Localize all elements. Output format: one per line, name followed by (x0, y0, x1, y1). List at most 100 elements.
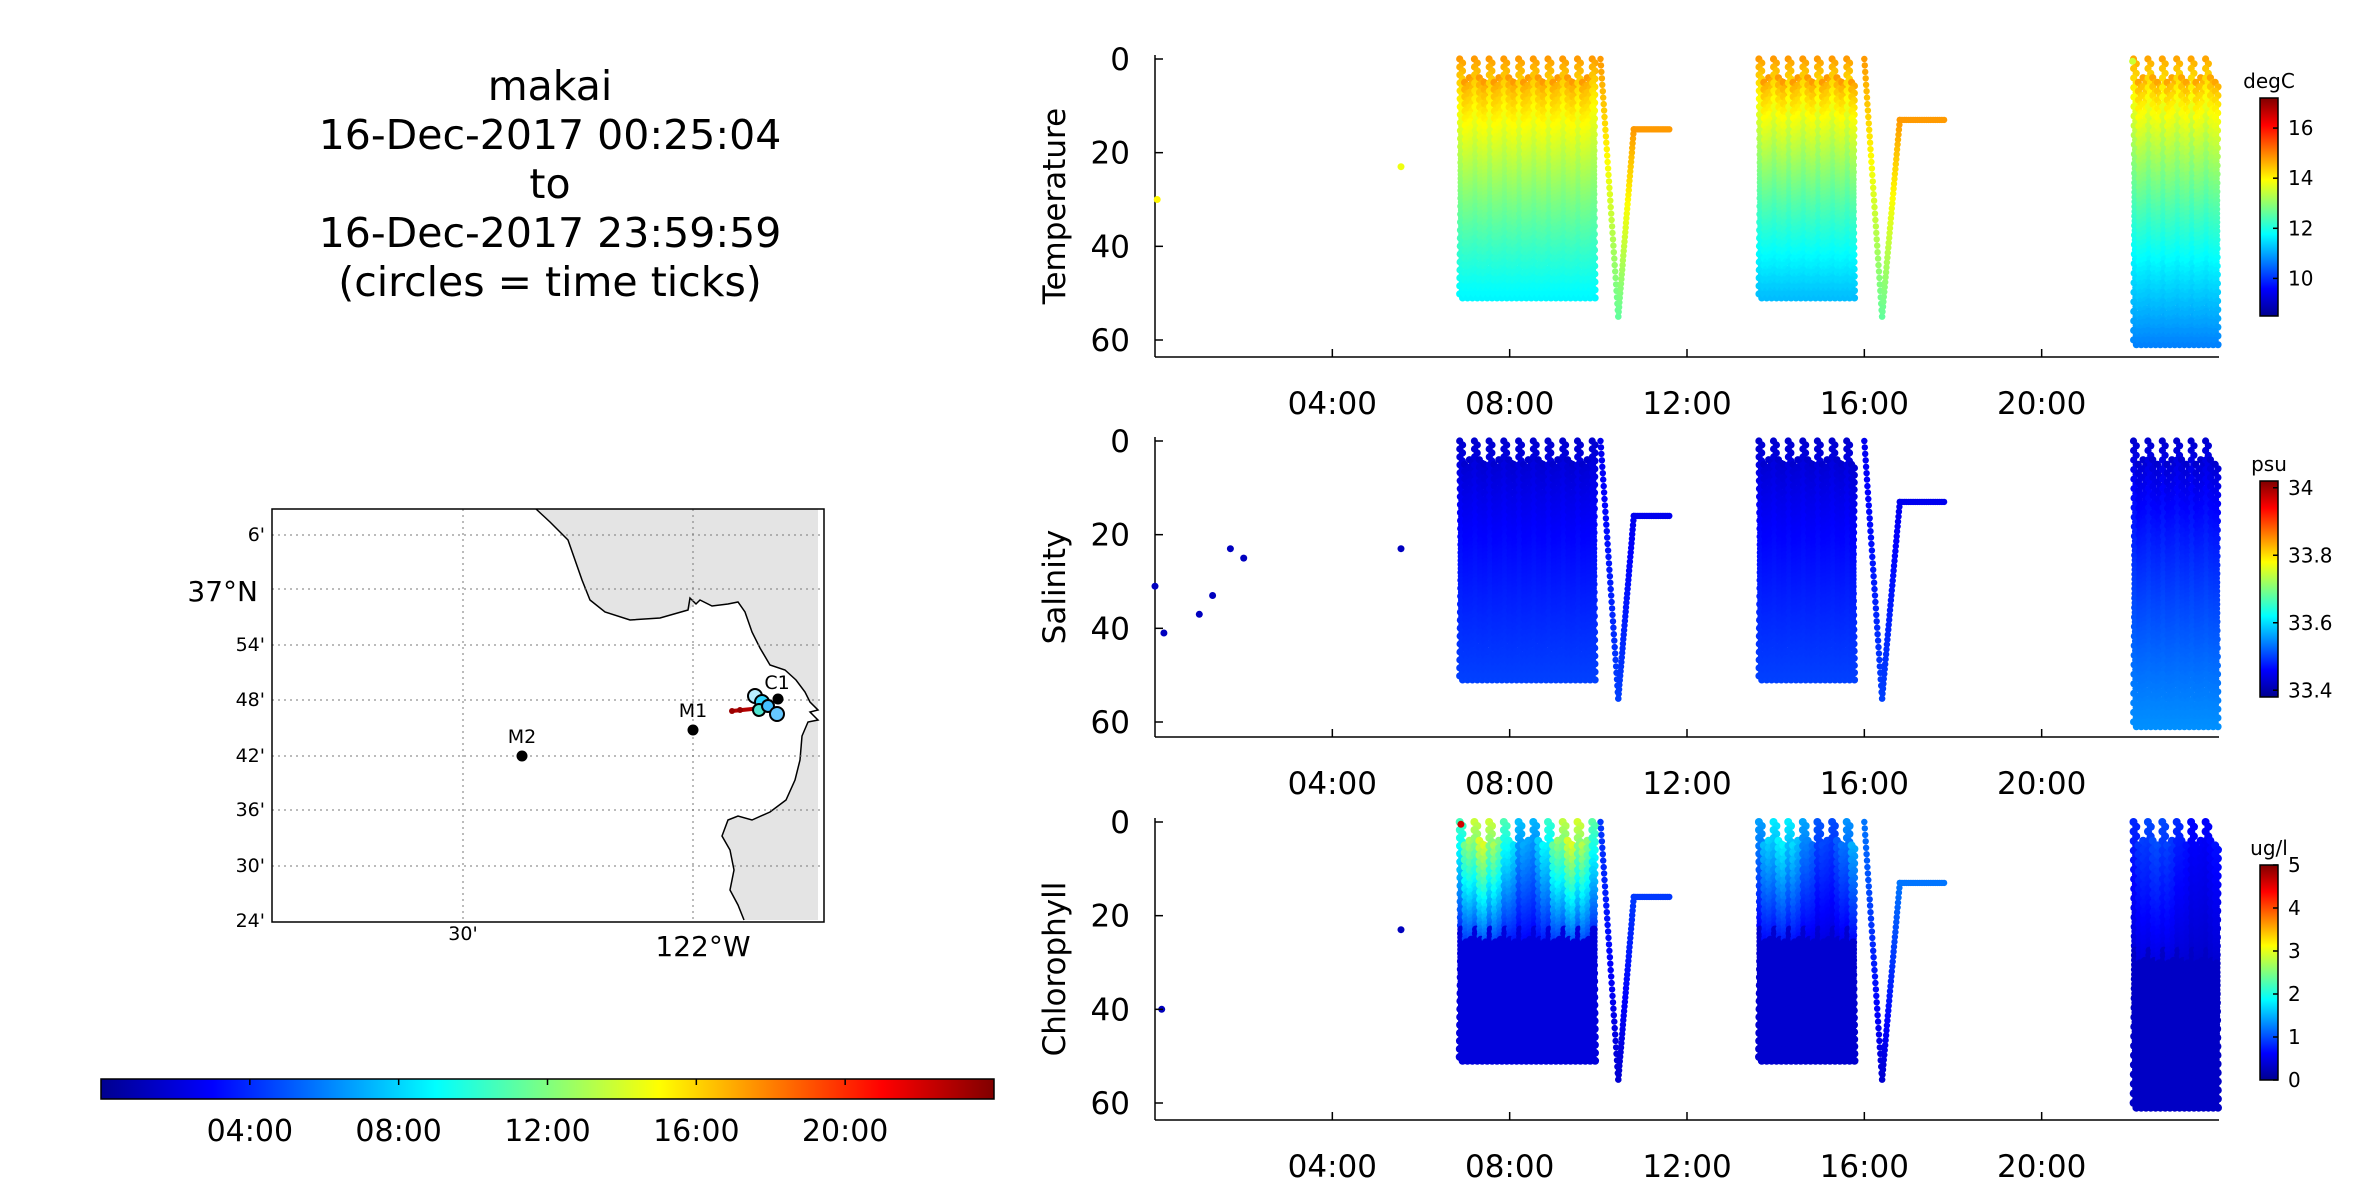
station-marker (772, 693, 784, 705)
dive-point (1864, 107, 1872, 114)
dive-point (1599, 88, 1607, 95)
x-tick-label: 12:00 (1642, 386, 1731, 422)
dive-point (1870, 197, 1878, 204)
map-lat-label: 36' (236, 799, 265, 821)
time-colorbar-tick-label: 12:00 (504, 1114, 590, 1149)
dive-point (1603, 146, 1611, 153)
dive-point (1875, 261, 1882, 269)
dive-point (1598, 75, 1606, 82)
dive-point (1597, 62, 1605, 69)
map-lat-label: 48' (236, 689, 265, 711)
y-tick-label: 40 (1091, 229, 1130, 265)
map-lat-label: 6' (248, 524, 265, 546)
x-tick-label: 08:00 (1465, 386, 1554, 422)
track-tick (737, 707, 743, 713)
profile-point (1591, 294, 1599, 302)
dive-point (1610, 242, 1617, 249)
dive-point (1861, 62, 1869, 69)
dive-point (1603, 139, 1610, 146)
dive-point (1612, 274, 1619, 282)
dive-point (1604, 158, 1611, 166)
dive-point (1862, 68, 1869, 76)
dive-point (1597, 55, 1604, 63)
dive-point (1873, 236, 1880, 243)
dive-point (1600, 100, 1607, 108)
dive-point (1609, 236, 1617, 243)
dive-point (1867, 146, 1874, 153)
dive-point (1864, 100, 1871, 108)
dive-point (1604, 152, 1611, 159)
dive-point (1602, 133, 1610, 140)
time-colorbar-tick-label: 16:00 (653, 1114, 739, 1149)
track (729, 688, 785, 722)
dive-point (1869, 171, 1876, 179)
map-lat-label: 54' (236, 634, 265, 656)
colorbar-tick-label: 14 (2288, 166, 2313, 190)
x-tick-label: 16:00 (1820, 386, 1909, 422)
y-axis-label: Temperature (1037, 108, 1073, 305)
x-tick-label: 04:00 (1288, 386, 1377, 422)
dive-point (1874, 255, 1882, 262)
dive-point (1604, 165, 1612, 172)
station-marker (516, 750, 528, 762)
track-tick (769, 706, 785, 722)
map-lon-label: 30' (448, 923, 477, 945)
dive-point (1872, 223, 1880, 230)
station-label: M2 (508, 726, 536, 748)
dive-point (1866, 126, 1873, 133)
end-time: 16-Dec-2017 23:59:59 (318, 209, 782, 257)
dive-point (1605, 178, 1613, 185)
dive-point (1606, 184, 1613, 191)
dive-point (1598, 68, 1605, 76)
dive-point (1600, 107, 1608, 114)
station-marker (687, 724, 699, 736)
y-tick-label: 60 (1091, 323, 1130, 359)
coastline (535, 508, 820, 921)
dive-point (1608, 210, 1615, 217)
dive-point (1863, 94, 1871, 101)
dive-point (1612, 268, 1619, 275)
map-lat-label: 37°N (187, 575, 258, 608)
dive-point (1611, 255, 1618, 262)
dive-point (1873, 229, 1880, 237)
circles-note: (circles = time ticks) (338, 258, 762, 306)
y-tick-label: 0 (1110, 42, 1130, 78)
isolated-point (1153, 196, 1161, 203)
isolated-point (1397, 163, 1405, 171)
time-colorbar-tick-label: 08:00 (355, 1114, 441, 1149)
dive-point (1601, 120, 1609, 127)
dive-point (1608, 223, 1616, 230)
dive-point (1870, 191, 1877, 198)
map-frame (271, 508, 825, 923)
time-colorbar-tick-label: 04:00 (207, 1114, 293, 1149)
colorbar-tick-label: 12 (2288, 216, 2313, 240)
dive-point (1607, 197, 1614, 204)
time-colorbar: 04:00 08:00 12:00 16:00 20:00 (100, 1078, 995, 1149)
dive-point (1608, 216, 1615, 224)
map-lat-label: 24' (236, 910, 265, 932)
colorbar-tick-label: 10 (2288, 266, 2313, 290)
dive-point (1868, 165, 1876, 172)
dive-point (1862, 75, 1869, 82)
data-marks (1153, 55, 2222, 349)
dive-point (1600, 94, 1607, 101)
dive-point (1940, 116, 1948, 124)
dive-point (1609, 229, 1616, 237)
dive-point (1870, 184, 1877, 191)
dive-point (1861, 55, 1868, 63)
dive-point (1867, 152, 1875, 159)
dive-point (1865, 120, 1873, 127)
time-colorbar-tick-label: 20:00 (802, 1114, 888, 1149)
dive-point (1862, 81, 1870, 89)
dive-point (1874, 242, 1881, 249)
dive-point (1863, 88, 1870, 95)
dive-point (1606, 191, 1614, 198)
start-time: 16-Dec-2017 00:25:04 (318, 111, 782, 159)
data-marks (1151, 437, 2222, 731)
